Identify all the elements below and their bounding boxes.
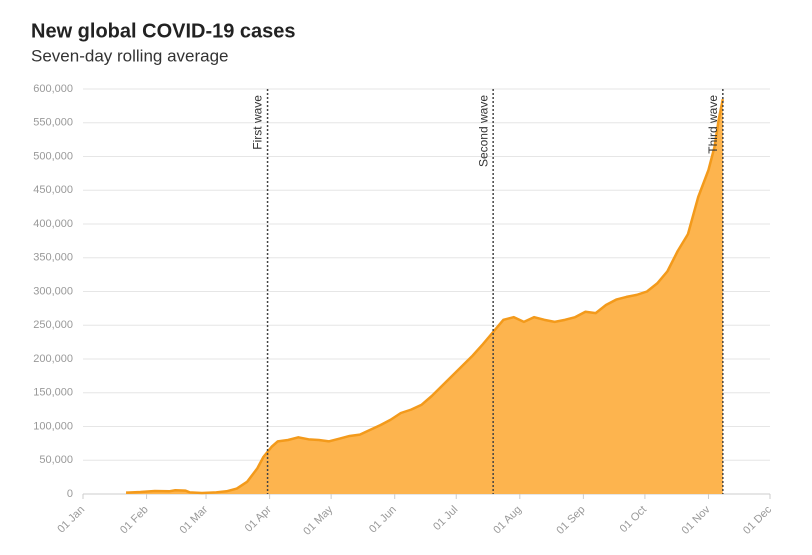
annotation-label: Second wave (476, 95, 490, 167)
y-tick-label: 600,000 (33, 83, 73, 95)
y-tick-label: 150,000 (33, 387, 73, 399)
x-tick-label: 01 Mar (178, 503, 211, 536)
y-tick-label: 100,000 (33, 420, 73, 432)
y-tick-label: 350,000 (33, 252, 73, 264)
x-tick-label: 01 Nov (680, 503, 713, 536)
y-tick-label: 300,000 (33, 285, 73, 297)
y-tick-label: 550,000 (33, 117, 73, 129)
y-tick-label: 500,000 (33, 150, 73, 162)
x-tick-label: 01 Jul (431, 504, 460, 533)
y-tick-label: 250,000 (33, 319, 73, 331)
chart-subtitle: Seven-day rolling average (31, 46, 229, 65)
x-tick-label: 01 Sep (554, 504, 587, 537)
y-tick-label: 200,000 (33, 353, 73, 365)
line (126, 98, 725, 495)
y-tick-label: 400,000 (33, 218, 73, 230)
area (126, 99, 723, 494)
y-tick-label: 0 (67, 488, 73, 500)
x-tick-label: 01 Feb (118, 504, 151, 537)
annotation-label: Third wave (706, 95, 720, 154)
x-tick-label: 01 Oct (618, 504, 649, 535)
y-tick-label: 50,000 (39, 454, 73, 466)
x-tick-label: 01 Apr (243, 503, 274, 534)
chart-title: New global COVID-19 cases (31, 20, 296, 42)
x-tick-label: 01 Jun (367, 504, 399, 536)
x-tick-label: 01 Dec (741, 503, 774, 536)
x-tick-label: 01 May (301, 503, 335, 537)
x-tick-label: 01 Aug (491, 504, 524, 537)
annotation-label: First wave (251, 95, 265, 150)
x-tick-label: 01 Jan (55, 504, 87, 536)
y-tick-label: 450,000 (33, 184, 73, 196)
